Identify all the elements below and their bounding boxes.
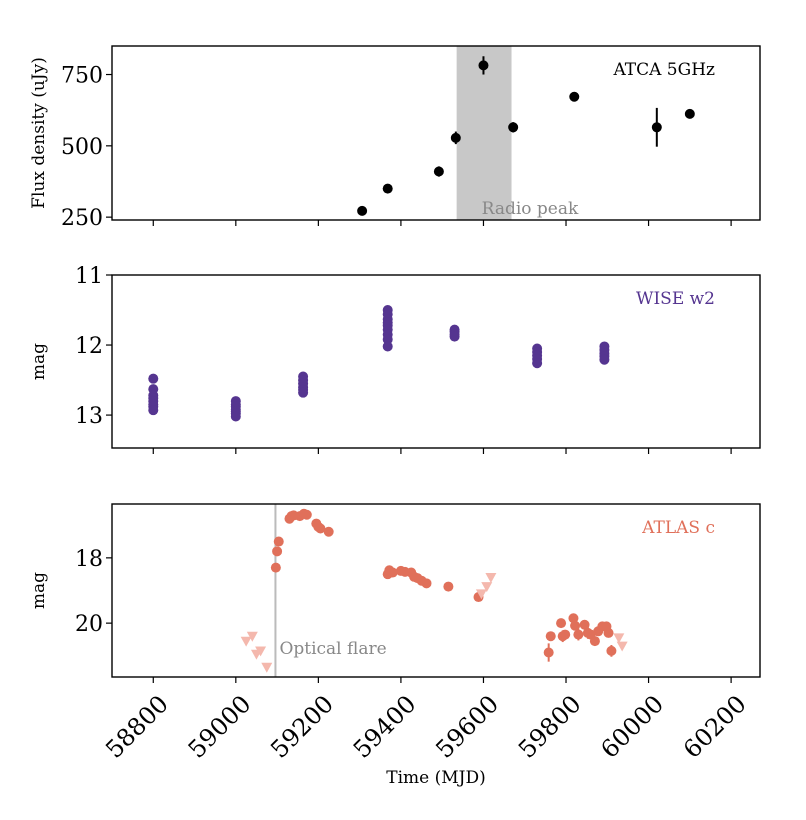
atlas-data-point [301, 509, 312, 520]
atca-axes-frame [111, 45, 761, 221]
atca-y-axis-label: Flux density (uJy) [29, 57, 49, 209]
atlas-upper-limit-point [485, 573, 497, 583]
atlas-data-point [323, 526, 334, 537]
atlas-data-point [570, 620, 581, 631]
wise-data-point [148, 405, 159, 416]
atlas-axes-frame [111, 503, 761, 678]
wise-data-point [298, 387, 309, 398]
atca-y-tick-label: 750 [61, 64, 103, 89]
wise-data-point [148, 373, 159, 384]
atlas-y-tick-label: 18 [75, 547, 103, 572]
panel-wise [148, 305, 610, 422]
wise-axes-frame [111, 274, 761, 449]
atlas-data-point [573, 629, 584, 640]
x-tick-label: 59600 [430, 690, 504, 764]
atlas-upper-limit-point [261, 662, 273, 673]
atca-data-point [651, 122, 662, 133]
atlas-data-point [421, 578, 432, 589]
atlas-data-point [387, 567, 398, 578]
wise-data-point [532, 358, 543, 369]
atca-y-tick-label: 250 [61, 206, 103, 231]
atlas-upper-limit-point [246, 631, 258, 642]
wise-y-tick-label: 11 [75, 264, 103, 289]
wise-data-point [599, 354, 610, 365]
wise-legend-label: WISE w2 [636, 289, 715, 309]
atlas-legend-label: ATLAS c [641, 518, 715, 538]
atca-data-point [450, 132, 461, 143]
atlas-data-point [270, 562, 281, 573]
x-tick-label: 59200 [265, 690, 339, 764]
atlas-data-point [545, 631, 556, 642]
wise-data-point [449, 331, 460, 342]
optical-flare-label: Optical flare [279, 639, 386, 659]
atca-data-point [569, 91, 580, 102]
atca-data-point [357, 205, 368, 216]
x-tick-label: 60000 [595, 690, 669, 764]
atlas-data-point [606, 645, 617, 656]
atlas-data-point [568, 613, 579, 624]
x-tick-label: 59000 [183, 690, 257, 764]
x-tick-label: 60200 [678, 690, 752, 764]
wise-y-tick-label: 12 [75, 334, 103, 359]
radio-peak-band [456, 46, 512, 220]
atlas-upper-limit-point [481, 582, 493, 593]
wise-data-point [382, 341, 393, 352]
atlas-data-point [556, 618, 567, 629]
atlas-data-point [543, 647, 554, 658]
atlas-y-tick-label: 20 [75, 612, 103, 637]
atlas-data-point [603, 627, 614, 638]
atlas-data-point [315, 523, 326, 534]
wise-y-axis-label: mag [29, 343, 49, 380]
wise-y-tick-label: 13 [75, 404, 103, 429]
atca-data-point [508, 122, 519, 133]
atlas-data-point [272, 546, 283, 557]
atca-data-point [382, 183, 393, 194]
x-tick-label: 58800 [100, 690, 174, 764]
atlas-data-point [589, 636, 600, 647]
atlas-data-point [443, 581, 454, 592]
x-tick-label: 59800 [513, 690, 587, 764]
atlas-upper-limit-point [616, 641, 628, 652]
wise-data-point [230, 411, 241, 422]
atlas-y-axis-label: mag [29, 572, 49, 609]
atlas-data-point [560, 629, 571, 640]
atca-y-tick-label: 500 [61, 135, 103, 160]
wise-data-point [382, 334, 393, 345]
atlas-upper-limit-point [475, 589, 487, 600]
atlas-upper-limit-point [240, 636, 252, 647]
radio-peak-label: Radio peak [482, 199, 579, 219]
atlas-upper-limit-point [255, 646, 267, 657]
x-axis-label: Time (MJD) [386, 768, 485, 788]
panel-atca [357, 56, 695, 216]
atca-data-point [433, 166, 444, 177]
atca-legend-label: ATCA 5GHz [612, 60, 715, 80]
atca-data-point [478, 60, 489, 71]
atlas-upper-limit-point [613, 633, 625, 644]
atlas-data-point [273, 536, 284, 547]
panel-atlas [240, 508, 628, 673]
x-tick-label: 59400 [348, 690, 422, 764]
atca-data-point [684, 108, 695, 119]
